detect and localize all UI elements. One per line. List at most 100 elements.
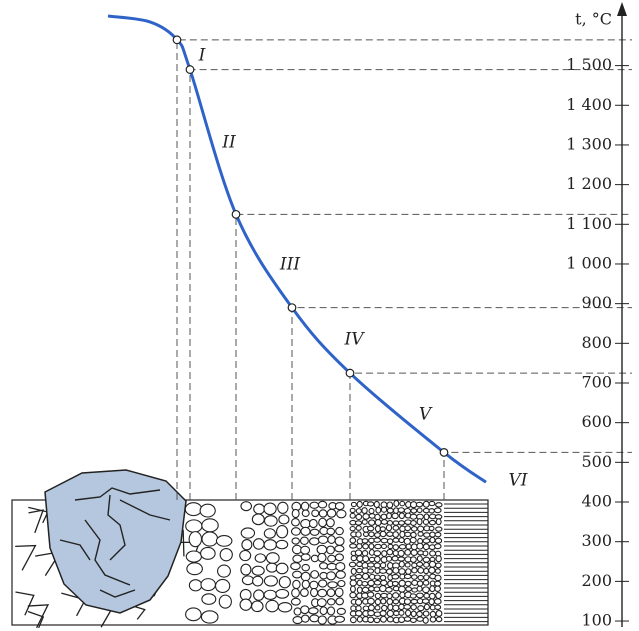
y-tick-label: 1 200 (566, 174, 612, 193)
grain (239, 549, 252, 562)
grain (398, 543, 407, 550)
grain (417, 605, 425, 612)
grain (422, 538, 431, 544)
y-tick-label: 200 (581, 571, 612, 590)
grain (423, 592, 430, 599)
grain (410, 508, 418, 514)
grain (434, 562, 442, 569)
grain (275, 588, 290, 599)
grain (241, 539, 253, 551)
grain (417, 525, 425, 533)
grain (386, 507, 394, 514)
grain (398, 560, 405, 568)
large-grain (44, 469, 187, 614)
grain (367, 610, 375, 617)
grain (428, 566, 436, 574)
guide (349, 372, 632, 500)
grain (422, 543, 430, 551)
grain (386, 616, 394, 623)
grain (416, 616, 424, 622)
grain (411, 579, 419, 586)
grain (292, 616, 303, 625)
grain (185, 550, 202, 563)
grain (355, 525, 362, 531)
grain (309, 580, 319, 590)
grain (308, 518, 318, 529)
y-tick-label: 700 (581, 372, 612, 391)
grain (309, 501, 320, 509)
grain (253, 589, 265, 601)
grain (422, 518, 430, 526)
grain (434, 580, 442, 587)
grain (263, 539, 277, 551)
grain (186, 562, 203, 576)
grain (311, 509, 320, 518)
grain (334, 587, 344, 598)
grain (356, 500, 363, 508)
grain (367, 597, 375, 605)
crack (84, 519, 131, 586)
grain (386, 598, 394, 606)
grain (392, 520, 400, 526)
grain (391, 574, 400, 580)
grain (429, 610, 437, 618)
grain (435, 518, 442, 526)
grain (275, 539, 289, 550)
grain (435, 610, 443, 617)
grain (201, 518, 219, 533)
grain (435, 526, 443, 532)
grain (366, 591, 375, 598)
grain (428, 500, 436, 507)
grain (404, 562, 411, 568)
grain (265, 562, 278, 573)
grain (374, 574, 381, 581)
point (439, 448, 449, 457)
grain (251, 565, 265, 576)
y-tick-label: 1 500 (566, 55, 612, 74)
grain (386, 501, 394, 509)
grain (185, 607, 202, 622)
grain (318, 509, 328, 518)
grain (398, 579, 406, 587)
grain (300, 588, 309, 597)
y-tick-label: 1 300 (566, 134, 612, 153)
grain (241, 575, 255, 586)
grain (386, 512, 393, 520)
grain (299, 536, 309, 546)
grain (316, 544, 328, 555)
grain (434, 568, 441, 574)
grain (334, 615, 346, 623)
grain (310, 570, 320, 579)
grain (381, 550, 388, 557)
grain (385, 524, 393, 532)
axis-arrow (617, 2, 627, 16)
grain (391, 580, 399, 587)
grain (416, 592, 424, 599)
grain (380, 598, 387, 605)
grain (410, 598, 419, 605)
grain (335, 597, 344, 606)
grain (368, 507, 375, 515)
grain (355, 598, 363, 606)
grain (217, 564, 231, 578)
grain (218, 594, 232, 609)
grain (199, 503, 216, 518)
grain (184, 502, 203, 517)
grain (404, 609, 412, 617)
grain (434, 585, 441, 592)
grain (291, 508, 300, 519)
grain (368, 573, 376, 580)
grain-edge (27, 604, 50, 629)
grain (362, 513, 370, 520)
grain (398, 609, 405, 616)
grain (310, 554, 319, 563)
grain (422, 610, 430, 617)
grain (349, 543, 357, 549)
grain (404, 580, 412, 587)
grain (300, 545, 311, 555)
grain (397, 507, 405, 513)
grain (309, 614, 320, 623)
grain (317, 615, 327, 625)
grain (361, 586, 370, 593)
